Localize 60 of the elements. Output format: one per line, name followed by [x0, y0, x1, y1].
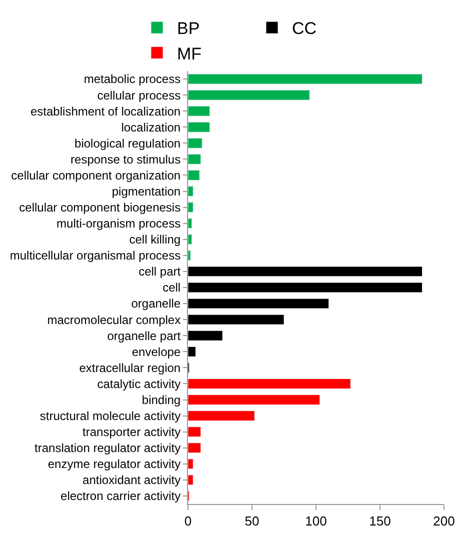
y-tick-label: catalytic activity [97, 376, 181, 391]
y-tick-label: cell killing [129, 232, 181, 247]
bar [188, 346, 196, 357]
bar [188, 298, 330, 309]
bar [188, 218, 192, 229]
bar [188, 282, 422, 293]
bar [188, 394, 320, 405]
y-tick-label: cellular component biogenesis [19, 200, 181, 215]
bar [188, 106, 210, 116]
y-tick-label: localization [121, 120, 181, 134]
y-tick-label: organelle [131, 296, 181, 311]
legend-label: MF [177, 44, 202, 64]
bar [188, 234, 192, 245]
y-tick-label: envelope [132, 344, 181, 359]
bar [188, 154, 202, 164]
y-tick-label: metabolic process [84, 72, 181, 86]
y-tick-label: organelle part [107, 328, 182, 343]
bar [188, 442, 202, 454]
bar [188, 90, 310, 100]
bar [188, 474, 194, 486]
y-tick-label: structural molecule activity [40, 409, 181, 423]
y-tick-label: biological regulation [74, 136, 181, 150]
x-tick-label: 50 [244, 514, 260, 529]
y-tick-label: electron carrier activity [60, 489, 181, 504]
bar [188, 186, 194, 196]
bar [188, 426, 202, 438]
legend-label: BP [177, 19, 200, 38]
x-tick-label: 150 [369, 514, 391, 529]
y-tick-label: cellular process [97, 88, 181, 102]
x-tick-label: 0 [184, 514, 192, 529]
y-tick-label: transporter activity [82, 425, 181, 440]
bar [188, 250, 191, 261]
x-tick-label: 200 [433, 514, 455, 529]
y-tick-label: enzyme regulator activity [48, 457, 181, 472]
bar [188, 314, 284, 325]
bar [188, 330, 223, 341]
y-tick-label: response to stimulus [70, 152, 181, 166]
legend-label: CC [292, 19, 317, 38]
x-tick-label: 100 [305, 514, 327, 529]
y-tick-label: binding [142, 392, 181, 407]
y-tick-label: establishment of localization [30, 104, 181, 118]
bar [188, 74, 422, 84]
y-tick-label: cell [162, 280, 181, 295]
y-tick-label: cellular component organization [11, 168, 181, 182]
y-tick-label: pigmentation [112, 184, 181, 198]
y-tick-label: extracellular region [79, 360, 181, 375]
y-tick-label: multicellular organismal process [10, 248, 181, 263]
bar [188, 170, 200, 180]
bar [188, 410, 255, 422]
bar [188, 458, 194, 470]
bar [188, 122, 210, 132]
bar [188, 202, 194, 213]
bar [188, 266, 422, 277]
y-tick-label: macromolecular complex [47, 312, 181, 327]
y-tick-label: antioxidant activity [82, 473, 181, 488]
bar [188, 378, 351, 389]
bar [188, 138, 202, 148]
y-tick-label: multi-organism process [56, 216, 181, 231]
y-tick-label: cell part [138, 264, 182, 279]
y-tick-label: translation regulator activity [34, 441, 181, 456]
